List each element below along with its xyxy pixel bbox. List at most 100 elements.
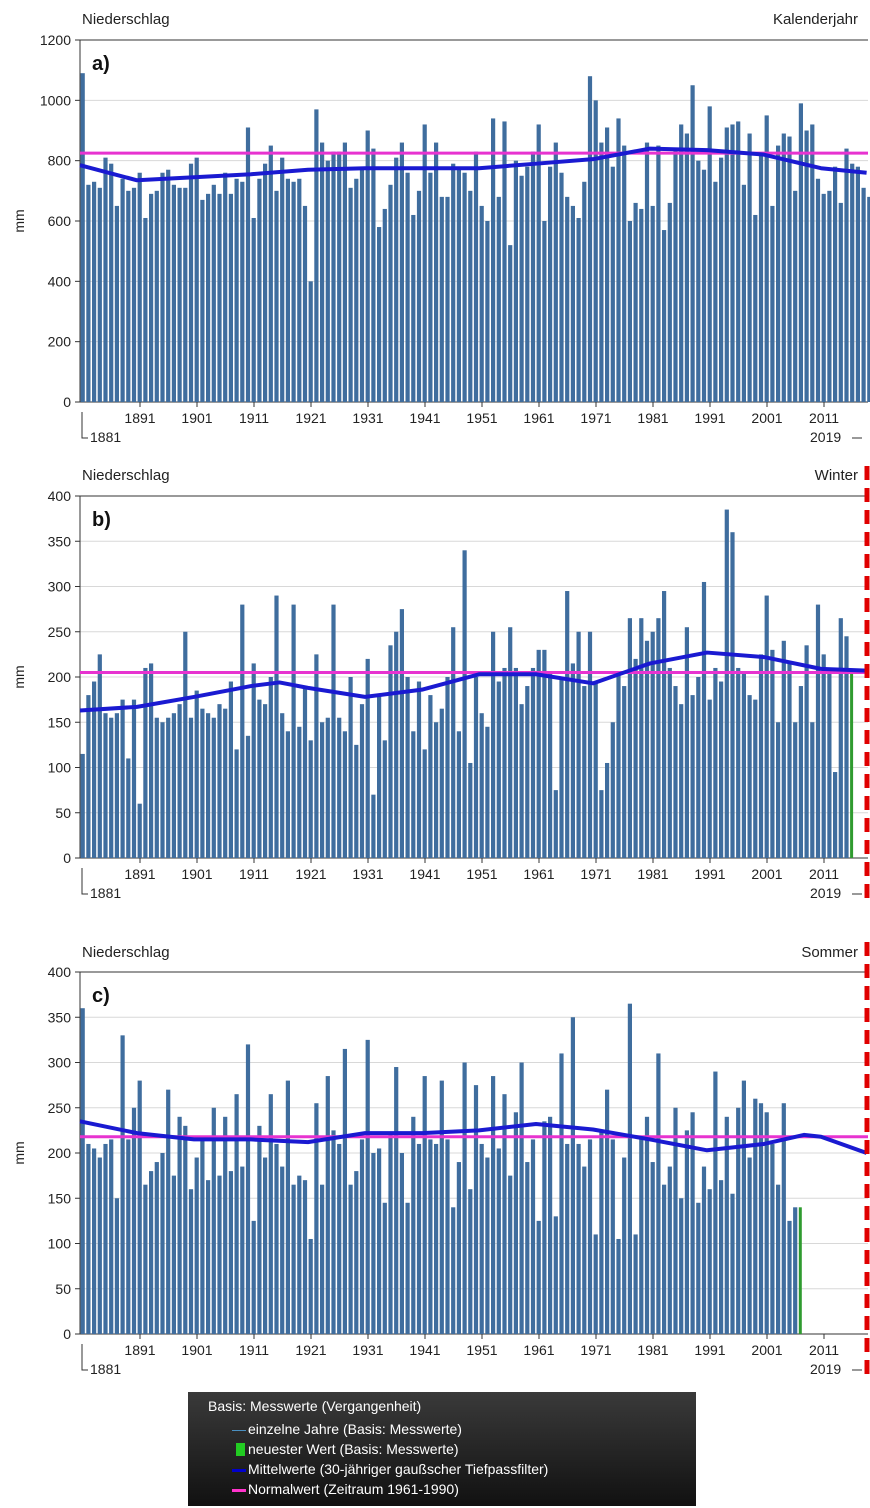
- bar: [713, 181, 718, 402]
- bar: [183, 1125, 188, 1334]
- x-tick-label: 1981: [637, 866, 668, 882]
- bar: [724, 509, 729, 858]
- bar: [297, 1175, 302, 1334]
- bar: [166, 717, 171, 858]
- bar: [428, 172, 433, 402]
- bar: [553, 790, 558, 858]
- y-tick-label: 0: [63, 850, 71, 866]
- bar: [542, 1121, 547, 1334]
- bar: [337, 717, 342, 858]
- bar: [684, 133, 689, 402]
- bar: [804, 645, 809, 858]
- bar: [536, 124, 541, 402]
- season-label: Sommer: [801, 944, 858, 961]
- bar: [508, 627, 513, 858]
- bar: [382, 208, 387, 402]
- bar: [781, 133, 786, 402]
- x-tick-label: 1991: [694, 410, 725, 426]
- bar: [348, 677, 353, 858]
- panel-label: a): [92, 53, 110, 75]
- bar: [525, 1162, 530, 1334]
- x-tick-label: 1951: [466, 866, 497, 882]
- bar: [622, 1157, 627, 1334]
- bar: [701, 169, 707, 402]
- bar: [838, 618, 843, 858]
- bar: [496, 1148, 501, 1334]
- bar: [451, 627, 456, 858]
- x-tick-label: 1901: [181, 866, 212, 882]
- bar: [536, 649, 541, 858]
- bar: [211, 184, 216, 402]
- bar: [257, 699, 262, 858]
- bar: [684, 1130, 689, 1334]
- x-end-label: 2019: [810, 1361, 841, 1377]
- bar: [491, 631, 496, 858]
- bar: [177, 704, 182, 858]
- bar: [416, 1143, 422, 1334]
- chart-title: Niederschlag: [82, 467, 170, 484]
- bar: [468, 1189, 473, 1334]
- bar: [473, 1085, 479, 1334]
- bar: [126, 758, 131, 858]
- legend-label-latest: neuester Wert (Basis: Messwerte): [248, 1441, 459, 1457]
- bar: [251, 663, 256, 858]
- bar: [730, 532, 735, 858]
- bar: [479, 205, 484, 402]
- x-tick-label: 1931: [352, 410, 383, 426]
- bar: [656, 1053, 661, 1334]
- bar: [633, 658, 638, 858]
- bar: [285, 731, 290, 858]
- x-tick-label: 1971: [580, 866, 611, 882]
- bar: [331, 1130, 336, 1334]
- x-tick-label: 1951: [466, 1342, 497, 1358]
- bar: [844, 148, 849, 402]
- bar: [92, 181, 97, 402]
- bar: [519, 175, 524, 402]
- bar: [827, 667, 832, 858]
- bar: [570, 205, 575, 402]
- bar: [502, 667, 507, 858]
- x-tick-label: 1961: [523, 1342, 554, 1358]
- bar: [365, 1039, 370, 1334]
- bar: [451, 163, 456, 402]
- bar: [217, 193, 222, 402]
- bar: [639, 1139, 644, 1334]
- bar: [109, 163, 114, 402]
- bar: [582, 181, 587, 402]
- bar: [610, 1139, 615, 1334]
- bar: [587, 1139, 593, 1334]
- bar: [234, 178, 239, 402]
- x-start-label: 1881: [90, 429, 121, 445]
- bar: [456, 1162, 461, 1334]
- bar: [394, 1067, 399, 1334]
- y-tick-label: 0: [63, 394, 71, 410]
- bar: [787, 136, 792, 403]
- bar: [667, 1166, 672, 1334]
- chart-panel-2: [75, 466, 870, 898]
- legend-swatch-normal: [232, 1489, 246, 1492]
- bar: [844, 636, 849, 858]
- bar: [565, 1143, 570, 1334]
- bar: [223, 1116, 228, 1334]
- bar: [245, 735, 251, 858]
- bar: [126, 1139, 131, 1334]
- y-tick-label: 400: [48, 964, 72, 980]
- bar: [530, 151, 536, 402]
- bar: [451, 1207, 456, 1334]
- start-year-bracket: [81, 868, 88, 895]
- bar: [508, 1175, 513, 1334]
- season-label: Winter: [815, 467, 858, 484]
- bar: [211, 1107, 216, 1334]
- bar: [274, 595, 279, 858]
- bar: [502, 1094, 507, 1334]
- bar: [656, 618, 661, 858]
- bar: [103, 713, 108, 858]
- y-tick-label: 250: [48, 1100, 72, 1116]
- x-tick-label: 1931: [352, 1342, 383, 1358]
- bar: [359, 1139, 365, 1334]
- bar: [456, 731, 461, 858]
- bar: [439, 1080, 444, 1334]
- bar: [382, 740, 387, 858]
- bar: [473, 677, 479, 858]
